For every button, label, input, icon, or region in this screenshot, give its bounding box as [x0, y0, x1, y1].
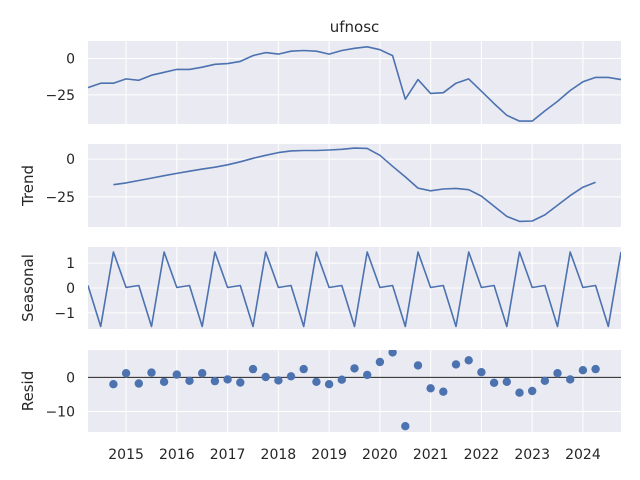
- series-line-observed: [88, 45, 621, 122]
- y-tick-label: 0: [66, 281, 75, 297]
- y-tick-label: 1: [66, 256, 75, 272]
- resid-point: [299, 364, 308, 374]
- resid-point: [591, 364, 600, 374]
- resid-point: [248, 364, 258, 374]
- resid-point: [172, 370, 181, 379]
- x-tick-label: 2024: [565, 447, 601, 463]
- resid-point: [464, 356, 473, 365]
- resid-panel: 0 −10 Resid: [19, 350, 621, 432]
- resid-point: [388, 350, 397, 357]
- resid-point: [566, 375, 575, 384]
- resid-point: [185, 376, 194, 385]
- x-tick-label: 2018: [261, 447, 297, 463]
- resid-point: [274, 376, 283, 385]
- y-tick-label: −10: [45, 405, 75, 421]
- resid-point: [121, 369, 131, 378]
- axes-background: [88, 144, 621, 227]
- resid-point: [147, 368, 156, 377]
- resid-point: [553, 369, 562, 378]
- y-tick-label: 0: [66, 370, 75, 386]
- y-tick-label: −1: [54, 306, 75, 322]
- y-axis-label: Resid: [19, 371, 37, 411]
- series-group: [113, 147, 596, 223]
- resid-point: [286, 372, 296, 381]
- y-axis-label: Trend: [19, 165, 37, 207]
- axes-background: [88, 350, 621, 432]
- trend-panel: 0 −25 Trend: [19, 144, 621, 227]
- x-tick-label: 2017: [210, 447, 246, 463]
- axes-background: [88, 41, 621, 124]
- resid-point: [312, 377, 321, 386]
- resid-point: [210, 376, 220, 386]
- x-tick-label: 2015: [108, 447, 144, 463]
- resid-point: [134, 379, 143, 388]
- seasonal-panel: 1 0 −1 Seasonal: [19, 247, 621, 329]
- resid-point: [426, 384, 435, 393]
- resid-point: [223, 375, 232, 384]
- resid-point: [540, 376, 550, 385]
- resid-point: [502, 377, 511, 386]
- observed-panel: 0 −25 ufnosc: [45, 18, 621, 124]
- resid-point: [451, 360, 461, 369]
- resid-point: [350, 364, 359, 373]
- resid-point: [477, 368, 486, 377]
- series-group: [88, 350, 621, 431]
- x-tick-label: 2016: [159, 447, 195, 463]
- series-group: [88, 45, 621, 122]
- resid-point: [439, 387, 448, 396]
- x-tick-label: 2022: [464, 447, 500, 463]
- resid-point: [578, 366, 588, 375]
- y-tick-label: 0: [66, 152, 75, 168]
- series-line-trend: [113, 147, 596, 223]
- x-tick-label: 2019: [311, 447, 347, 463]
- series-line-seasonal: [88, 251, 621, 328]
- resid-point: [375, 357, 385, 367]
- resid-point: [261, 372, 270, 382]
- resid-point: [337, 375, 346, 384]
- y-tick-label: −25: [45, 88, 75, 104]
- chart-title: ufnosc: [330, 18, 380, 36]
- y-tick-label: 0: [66, 51, 75, 67]
- resid-point: [324, 380, 334, 389]
- x-tick-label: 2020: [362, 447, 398, 463]
- y-tick-label: −25: [45, 190, 75, 206]
- resid-point: [236, 378, 245, 387]
- resid-point: [489, 378, 499, 387]
- resid-point: [515, 388, 524, 397]
- resid-point: [198, 369, 207, 378]
- resid-point: [528, 386, 537, 396]
- x-tick-label: 2023: [514, 447, 550, 463]
- x-tick-label: 2021: [413, 447, 449, 463]
- resid-point: [109, 380, 118, 389]
- series-group: [88, 251, 621, 328]
- resid-point: [159, 377, 169, 386]
- y-axis-label: Seasonal: [19, 254, 37, 322]
- resid-point: [413, 361, 423, 370]
- resid-point: [363, 370, 372, 380]
- resid-point: [401, 422, 410, 431]
- x-axis: 2015 2016 2017 2018 2019 2020 2021 2022 2023 2024: [108, 447, 601, 463]
